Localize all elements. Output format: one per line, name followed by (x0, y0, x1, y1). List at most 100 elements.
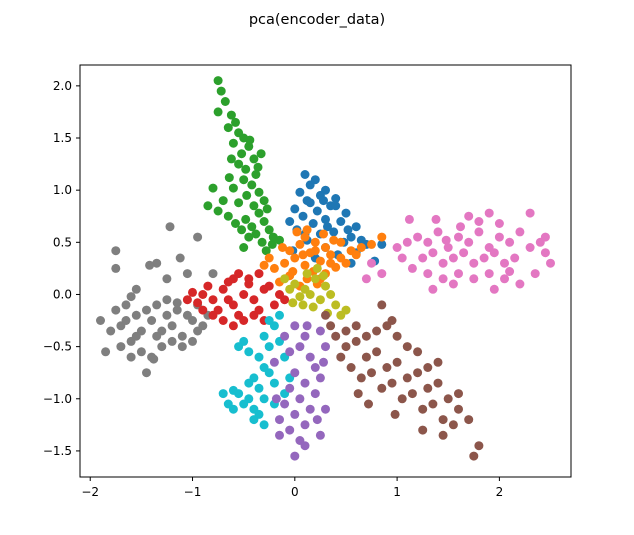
scatter-point (145, 260, 155, 270)
scatter-point (226, 110, 236, 120)
scatter-point (305, 290, 315, 299)
scatter-point (315, 326, 325, 336)
scatter-point (280, 399, 290, 409)
plot-frame (79, 64, 572, 478)
scatter-point (515, 227, 525, 237)
x-tick-label: −2 (81, 485, 99, 499)
scatter-point (249, 415, 259, 425)
scatter-point (302, 225, 312, 235)
scatter-point (494, 232, 504, 242)
scatter-point (336, 352, 346, 362)
scatter-point (254, 383, 264, 393)
scatter-point (275, 235, 284, 245)
scatter-point (290, 368, 300, 378)
scatter-point (525, 208, 535, 218)
scatter-point (254, 208, 264, 218)
scatter-point (377, 239, 387, 249)
scatter-point (254, 352, 264, 362)
scatter-point (302, 269, 312, 279)
scatter-point (392, 357, 402, 367)
scatter-point (341, 208, 351, 218)
scatter-point (121, 300, 131, 310)
scatter-point (484, 208, 494, 218)
scatter-point (131, 331, 141, 341)
scatter-point (264, 316, 274, 325)
scatter-point (474, 217, 484, 226)
scatter-point (329, 227, 339, 237)
scatter-point (208, 183, 218, 193)
scatter-point (182, 295, 192, 305)
scatter-point (239, 290, 249, 299)
scatter-point (312, 206, 322, 216)
chart-title: pca(encoder_data) (249, 12, 385, 28)
scatter-point (147, 316, 157, 325)
scatter-point (295, 239, 305, 249)
scatter-point (390, 409, 400, 419)
scatter-point (228, 138, 238, 148)
scatter-point (515, 279, 525, 289)
scatter-point (459, 248, 469, 258)
scatter-point (241, 214, 251, 224)
scatter-point (413, 232, 423, 242)
scatter-point (223, 295, 233, 305)
scatter-point (251, 229, 261, 239)
y-axis: −1.5 −1.0 −0.5 0.0 0.5 1.0 1.5 2.0 (43, 79, 80, 458)
scatter-point (288, 298, 298, 308)
scatter-point (172, 298, 182, 308)
scatter-point (319, 357, 328, 367)
scatter-point (269, 357, 279, 367)
scatter-point (321, 342, 330, 352)
scatter-point (152, 258, 162, 268)
scatter-point (228, 183, 238, 193)
scatter-point (228, 321, 238, 331)
scatter-point (259, 420, 269, 430)
scatter-point (341, 342, 351, 352)
scatter-point (242, 190, 252, 200)
scatter-point (418, 253, 428, 263)
scatter-point (111, 305, 121, 315)
scatter-point (239, 399, 249, 409)
scatter-point (177, 331, 187, 341)
scatter-point (397, 394, 407, 404)
scatter-point (280, 274, 290, 284)
scatter-point (431, 214, 441, 224)
x-tick-label: 2 (496, 485, 504, 499)
scatter-point (302, 321, 312, 331)
scatter-point (116, 342, 126, 352)
y-tick-label: 1.0 (53, 183, 72, 197)
scatter-point (505, 237, 515, 247)
scatter-point (308, 219, 318, 228)
scatter-point (474, 441, 484, 451)
scatter-point (234, 198, 244, 208)
scatter-point (285, 246, 295, 256)
scatter-point (300, 331, 310, 341)
scatter-point (331, 331, 341, 341)
scatter-point (261, 246, 271, 256)
scatter-point (351, 321, 361, 331)
scatter-point (285, 217, 295, 226)
scatter-point (464, 237, 474, 247)
scatter-point (198, 290, 208, 299)
scatter-point (326, 290, 336, 299)
scatter-point (193, 326, 203, 336)
scatter-point (162, 295, 172, 305)
scatter-point (321, 243, 330, 252)
scatter-point (319, 196, 328, 206)
scatter-point (275, 415, 284, 425)
scatter-point (288, 267, 298, 276)
scatter-point (361, 352, 371, 362)
scatter-point (469, 258, 479, 268)
scatter-point (275, 290, 284, 299)
scatter-point (530, 269, 540, 279)
scatter-point (341, 326, 351, 336)
scatter-point (407, 263, 417, 273)
scatter-point (267, 239, 277, 249)
scatter-point (198, 305, 208, 315)
scatter-point (329, 235, 339, 245)
scatter-point (165, 222, 175, 232)
scatter-point (167, 321, 177, 331)
scatter-point (372, 326, 382, 336)
scatter-point (310, 389, 320, 399)
scatter-point (315, 373, 325, 383)
scatter-point (269, 378, 279, 388)
